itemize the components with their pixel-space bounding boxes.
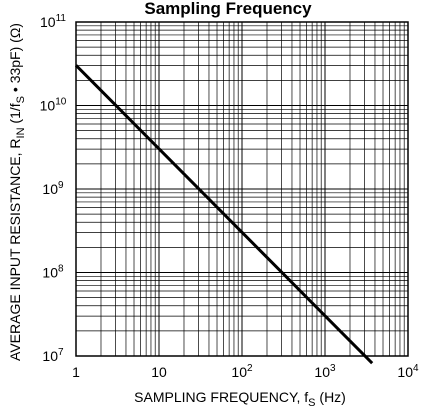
- x-tick-label: 10: [151, 364, 167, 380]
- x-tick-label: 1: [72, 364, 80, 380]
- y-tick-label: 1011: [40, 13, 66, 30]
- x-axis-label: SAMPLING FREQUENCY, fS (Hz): [134, 389, 346, 409]
- x-tick-labels: 1 10 102 103 104: [72, 363, 419, 380]
- y-tick-label: 109: [42, 180, 64, 197]
- y-tick-label: 1010: [40, 97, 67, 114]
- x-tick-label: 102: [231, 363, 253, 380]
- x-tick-label: 103: [314, 363, 336, 380]
- series-line: [74, 64, 374, 365]
- chart-title: Sampling Frequency: [144, 0, 312, 18]
- y-tick-label: 108: [42, 264, 64, 281]
- series-layer: [74, 64, 374, 365]
- y-axis-label: AVERAGE INPUT RESISTANCE, RIN (1/fS • 33…: [7, 23, 27, 361]
- y-tick-labels: 107 108 109 1010 1011: [40, 13, 67, 364]
- x-tick-label: 104: [397, 363, 419, 380]
- plot-frame: [75, 21, 409, 357]
- y-tick-label: 107: [42, 347, 64, 364]
